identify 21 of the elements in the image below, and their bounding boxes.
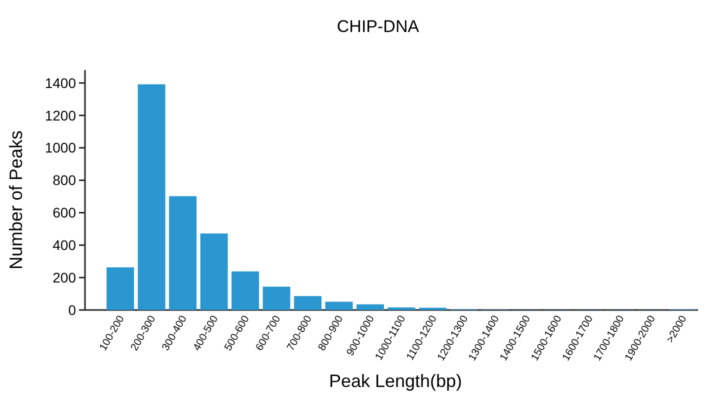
y-tick-label: 1400: [44, 74, 76, 91]
y-tick-label: 1000: [44, 140, 76, 156]
y-tick-label: 400: [52, 237, 76, 254]
bar: [294, 296, 322, 310]
x-axis-title: Peak Length(bp): [328, 371, 462, 391]
bar: [262, 286, 290, 310]
bar: [138, 84, 166, 310]
bar: [388, 307, 416, 310]
bar: [325, 302, 353, 310]
y-tick-label: 0: [68, 302, 76, 318]
bar: [169, 196, 197, 310]
bar: [106, 267, 134, 310]
y-tick-label: 1200: [44, 107, 76, 124]
y-tick-label: 600: [52, 204, 76, 221]
y-tick-label: 800: [52, 172, 76, 188]
y-axis-title: Number of Peaks: [6, 130, 26, 270]
bar: [200, 233, 228, 310]
bar: [232, 271, 260, 310]
y-tick-label: 200: [52, 269, 76, 286]
bar: [356, 304, 384, 310]
chart-title: CHIP-DNA: [336, 17, 420, 36]
